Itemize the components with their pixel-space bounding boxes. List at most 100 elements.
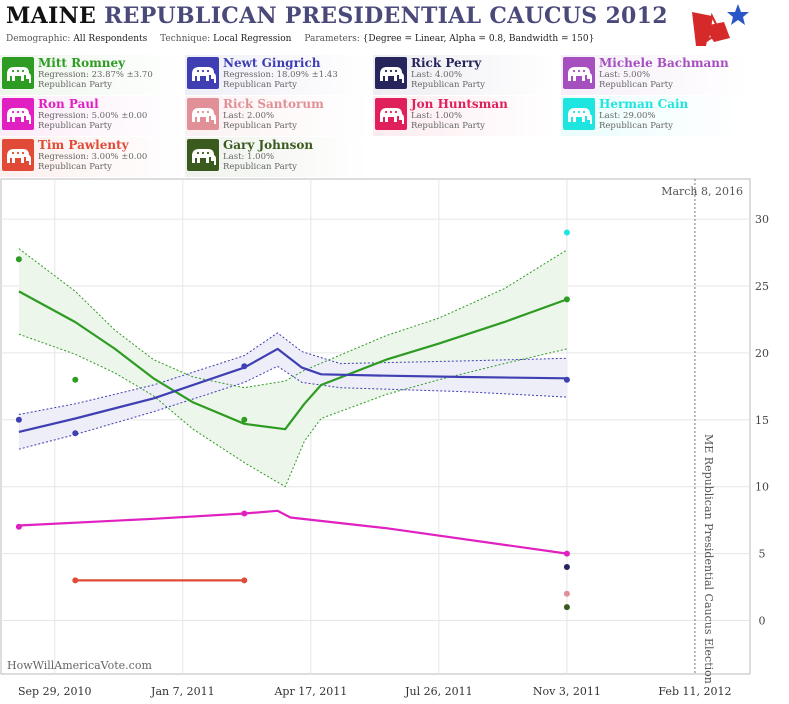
elephant-icon	[187, 139, 219, 171]
x-tick-label: Feb 11, 2012	[658, 685, 731, 698]
legend-party: Republican Party	[411, 121, 485, 131]
election-label: ME Republican Presidential Caucus Electi…	[702, 434, 715, 684]
legend-item-newt-gingrich[interactable]: Newt Gingrich Regression: 18.09% ±1.43 Rep…	[185, 55, 370, 95]
legend-name: Ron Paul	[38, 97, 99, 111]
elephant-icon	[2, 98, 34, 130]
x-tick-label: Jul 26, 2011	[404, 685, 473, 698]
plot-frame	[0, 178, 751, 675]
elephant-icon	[375, 98, 407, 130]
legend-item-herman-cain[interactable]: Herman Cain Last: 29.00% Republican Party	[561, 96, 746, 136]
data-point-tim-pawlenty	[72, 577, 79, 584]
lower-bound-newt-gingrich	[18, 365, 567, 450]
legend-stat: Last: 1.00%	[223, 152, 275, 162]
y-tick-label: 15	[755, 414, 769, 427]
legend-party: Republican Party	[599, 121, 673, 131]
legend-item-ron-paul[interactable]: Ron Paul Regression: 5.00% ±0.00 Republica…	[0, 96, 185, 136]
y-tick-label: 10	[755, 481, 769, 494]
data-point-newt-gingrich	[241, 363, 248, 370]
y-tick-label: 30	[755, 213, 769, 226]
legend-stat: Last: 1.00%	[411, 111, 463, 121]
legend-name: Michele Bachmann	[599, 56, 729, 70]
legend-name: Jon Huntsman	[411, 97, 508, 111]
x-tick-label: Jan 7, 2011	[150, 685, 215, 698]
legend-name: Rick Santorum	[223, 97, 324, 111]
y-tick-label: 20	[755, 347, 769, 360]
legend-party: Republican Party	[599, 80, 673, 90]
legend-stat: Regression: 5.00% ±0.00	[38, 111, 148, 121]
lower-bound-mitt-romney	[18, 333, 568, 488]
title-rest: REPUBLICAN PRESIDENTIAL CAUCUS 2012	[104, 3, 668, 29]
data-point-mitt-romney	[72, 376, 79, 383]
x-tick-label: Apr 17, 2011	[273, 685, 347, 698]
upper-bound-mitt-romney	[18, 248, 568, 389]
y-tick-label: 0	[759, 614, 766, 627]
data-point-ron-paul	[15, 523, 22, 530]
legend-stat: Regression: 18.09% ±1.43	[223, 70, 338, 80]
parameters-label: Parameters:	[304, 34, 360, 44]
legend-item-mitt-romney[interactable]: Mitt Romney Regression: 23.87% ±3.70 Repub…	[0, 55, 185, 95]
date-stamp: March 8, 2016	[661, 185, 743, 198]
elephant-icon	[2, 57, 34, 89]
data-point-newt-gingrich	[563, 376, 570, 383]
data-point-newt-gingrich	[15, 416, 22, 423]
trend-line-ron-paul	[18, 509, 568, 555]
data-point-mitt-romney	[563, 296, 570, 303]
data-point-gary-johnson	[563, 604, 570, 611]
legend-party: Republican Party	[223, 162, 297, 172]
data-point-newt-gingrich	[72, 430, 79, 437]
legend-name: Rick Perry	[411, 56, 482, 70]
chart-title: MAINE REPUBLICAN PRESIDENTIAL CAUCUS 201…	[6, 3, 668, 29]
data-point-mitt-romney	[241, 416, 248, 423]
star-flag-logo-icon	[690, 2, 750, 48]
x-tick-label: Sep 29, 2010	[18, 685, 92, 698]
data-point-rick-perry	[563, 564, 570, 570]
legend-item-tim-pawlenty[interactable]: Tim Pawlenty Regression: 3.00% ±0.00 Repub…	[0, 137, 185, 177]
band-newt-gingrich	[18, 332, 567, 450]
legend-name: Herman Cain	[599, 97, 689, 111]
legend-item-rick-perry[interactable]: Rick Perry Last: 4.00% Republican Party	[373, 55, 558, 95]
title-state: MAINE	[6, 3, 97, 29]
y-tick-label: 5	[759, 548, 766, 561]
legend-party: Republican Party	[38, 80, 112, 90]
technique-value: Local Regression	[213, 34, 292, 44]
demographic-label: Demographic:	[6, 34, 71, 44]
legend-item-rick-santorum[interactable]: Rick Santorum Last: 2.00% Republican Party	[185, 96, 370, 136]
legend-party: Republican Party	[38, 162, 112, 172]
legend-item-gary-johnson[interactable]: Gary Johnson Last: 1.00% Republican Party	[185, 137, 370, 177]
legend-party: Republican Party	[411, 80, 485, 90]
elephant-icon	[563, 98, 595, 130]
legend-stat: Regression: 3.00% ±0.00	[38, 152, 148, 162]
legend-stat: Last: 4.00%	[411, 70, 463, 80]
data-point-rick-santorum	[563, 590, 570, 597]
parameters-value: {Degree = Linear, Alpha = 0.8, Bandwidth…	[362, 34, 595, 44]
legend-stat: Last: 29.00%	[599, 111, 656, 121]
legend-name: Mitt Romney	[38, 56, 126, 70]
candidate-legend: Mitt Romney Regression: 23.87% ±3.70 Repub…	[0, 55, 760, 177]
y-tick-label: 25	[755, 280, 769, 293]
legend-item-jon-huntsman[interactable]: Jon Huntsman Last: 1.00% Republican Party	[373, 96, 558, 136]
data-point-ron-paul	[563, 550, 570, 557]
elephant-icon	[187, 57, 219, 89]
poll-chart: 0 5 10 15 20 25 30 Sep 29, 2010 Jan 7, 2011 Apr 1…	[0, 178, 769, 698]
legend-party: Republican Party	[223, 121, 297, 131]
elephant-icon	[187, 98, 219, 130]
legend-party: Republican Party	[223, 80, 297, 90]
data-point-mitt-romney	[15, 256, 22, 263]
technique-label: Technique:	[160, 34, 211, 44]
elephant-icon	[375, 57, 407, 89]
elephant-icon	[563, 57, 595, 89]
legend-name: Tim Pawlenty	[38, 138, 129, 152]
data-point-tim-pawlenty	[241, 577, 248, 584]
legend-name: Gary Johnson	[223, 138, 314, 152]
data-point-herman-cain	[563, 229, 570, 236]
watermark: HowWillAmericaVote.com	[7, 659, 152, 672]
data-point-ron-paul	[241, 510, 248, 517]
trend-line-mitt-romney	[18, 290, 568, 431]
trend-line-newt-gingrich	[18, 347, 567, 433]
elephant-icon	[2, 139, 34, 171]
legend-item-michele-bachmann[interactable]: Michele Bachmann Last: 5.00% Republican Pa…	[561, 55, 746, 95]
x-tick-label: Nov 3, 2011	[533, 685, 601, 698]
legend-party: Republican Party	[38, 121, 112, 131]
legend-stat: Last: 2.00%	[223, 111, 275, 121]
legend-name: Newt Gingrich	[223, 56, 321, 70]
